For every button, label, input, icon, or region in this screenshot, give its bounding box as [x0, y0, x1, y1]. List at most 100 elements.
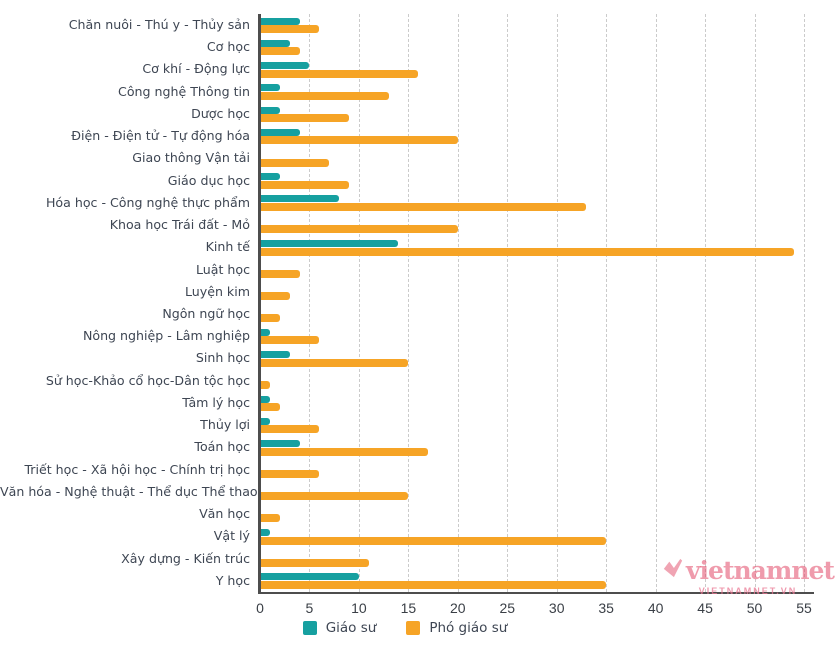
x-tick-label-50: 50 [746, 600, 763, 616]
bar-pho-giao-su [260, 203, 587, 212]
bar-pho-giao-su [260, 425, 320, 434]
category-label: Luật học [195, 261, 250, 277]
category-label: Giáo dục học [167, 172, 250, 188]
gridline-10 [358, 14, 360, 592]
gridline-25 [507, 14, 509, 592]
category-label: Sử học-Khảo cổ học-Dân tộc học [45, 372, 250, 388]
legend: Giáo sư Phó giáo sư [0, 620, 810, 636]
bar-giao-su [260, 351, 290, 359]
bar-pho-giao-su [260, 114, 350, 123]
bar-pho-giao-su [260, 358, 409, 367]
bar-pho-giao-su [260, 558, 369, 567]
bar-giao-su [260, 328, 270, 336]
bar-pho-giao-su [260, 180, 350, 189]
category-label: Nông nghiệp - Lâm nghiệp [82, 328, 250, 344]
legend-swatch [406, 621, 421, 635]
plot-area [260, 14, 812, 592]
bar-giao-su [260, 239, 399, 247]
bar-pho-giao-su [260, 247, 795, 256]
bar-giao-su [260, 17, 300, 25]
bar-giao-su [260, 417, 270, 425]
y-axis-line [258, 14, 261, 594]
gridline-20 [457, 14, 459, 592]
category-label: Y học [215, 572, 250, 588]
bar-pho-giao-su [260, 25, 320, 34]
legend-label: Phó giáo sư [429, 620, 508, 636]
gridline-15 [408, 14, 410, 592]
bar-pho-giao-su [260, 336, 320, 345]
legend-item-pho-giao-su: Phó giáo sư [406, 620, 507, 636]
category-label: Dược học [191, 105, 250, 121]
category-label: Khoa học Trái đất - Mỏ [109, 217, 250, 233]
bar-pho-giao-su [260, 514, 280, 523]
x-tick-label-5: 5 [305, 600, 314, 616]
x-tick-label-25: 25 [499, 600, 516, 616]
bar-pho-giao-su [260, 47, 300, 56]
x-axis-line [258, 592, 814, 594]
bar-giao-su [260, 128, 300, 136]
category-label: Ngôn ngữ học [162, 306, 250, 321]
bar-pho-giao-su [260, 136, 458, 145]
category-label: Kinh tế [205, 239, 250, 255]
bar-giao-su [260, 528, 270, 536]
x-tick-label-55: 55 [796, 600, 812, 616]
category-label: Hóa học - Công nghệ thực phẩm [45, 194, 250, 210]
bar-pho-giao-su [260, 536, 607, 545]
gridline-50 [754, 14, 756, 592]
category-label: Xây dựng - Kiến trúc [121, 550, 250, 566]
legend-item-giao-su: Giáo sư [302, 620, 377, 636]
category-label: Triết học - Xã hội học - Chính trị học [24, 461, 250, 477]
x-tick-label-45: 45 [697, 600, 713, 616]
category-label: Văn hóa - Nghệ thuật - Thể dục Thể thao [0, 483, 258, 499]
gridline-5 [309, 14, 311, 592]
category-label: Tâm lý học [182, 394, 250, 410]
x-tick-label-30: 30 [548, 600, 565, 616]
category-label: Vật lý [213, 528, 250, 544]
category-label: Công nghệ Thông tin [118, 83, 250, 99]
bar-giao-su [260, 439, 300, 447]
category-label: Luyện kim [184, 283, 250, 299]
category-label: Cơ khí - Động lực [142, 61, 250, 77]
bar-pho-giao-su [260, 269, 300, 278]
gridline-45 [705, 14, 707, 592]
bar-giao-su [260, 62, 310, 70]
bar-pho-giao-su [260, 580, 607, 589]
bar-giao-su [260, 106, 280, 114]
bar-pho-giao-su [260, 69, 419, 78]
x-tick-label-10: 10 [351, 600, 367, 616]
legend-swatch [302, 621, 317, 635]
bar-pho-giao-su [260, 158, 330, 167]
category-label: Văn học [199, 506, 250, 522]
x-tick-label-0: 0 [256, 600, 264, 616]
category-label: Toán học [194, 439, 250, 455]
category-label: Chăn nuôi - Thú y - Thủy sản [68, 17, 250, 32]
category-label: Giao thông Vận tải [132, 150, 250, 166]
bar-giao-su [260, 573, 359, 581]
bar-pho-giao-su [260, 314, 280, 323]
bar-pho-giao-su [260, 225, 458, 234]
gridline-30 [556, 14, 558, 592]
bar-giao-su [260, 173, 280, 181]
bar-pho-giao-su [260, 492, 409, 501]
x-tick-label-40: 40 [647, 600, 664, 616]
gridline-35 [606, 14, 608, 592]
bar-pho-giao-su [260, 469, 320, 478]
category-label: Sinh học [195, 350, 250, 366]
legend-label: Giáo sư [325, 620, 377, 636]
bar-giao-su [260, 39, 290, 47]
bar-giao-su [260, 84, 280, 92]
bar-pho-giao-su [260, 91, 389, 100]
bar-pho-giao-su [260, 380, 270, 389]
gridline-55 [804, 14, 805, 592]
bar-giao-su [260, 195, 340, 203]
x-tick-label-15: 15 [400, 600, 417, 616]
category-label: Điện - Điện tử - Tự động hóa [71, 128, 250, 144]
bar-pho-giao-su [260, 291, 290, 300]
bar-pho-giao-su [260, 403, 280, 412]
category-label: Thủy lợi [200, 417, 250, 433]
bar-pho-giao-su [260, 447, 429, 456]
x-tick-label-35: 35 [598, 600, 614, 616]
gridline-40 [655, 14, 657, 592]
bar-giao-su [260, 395, 270, 403]
